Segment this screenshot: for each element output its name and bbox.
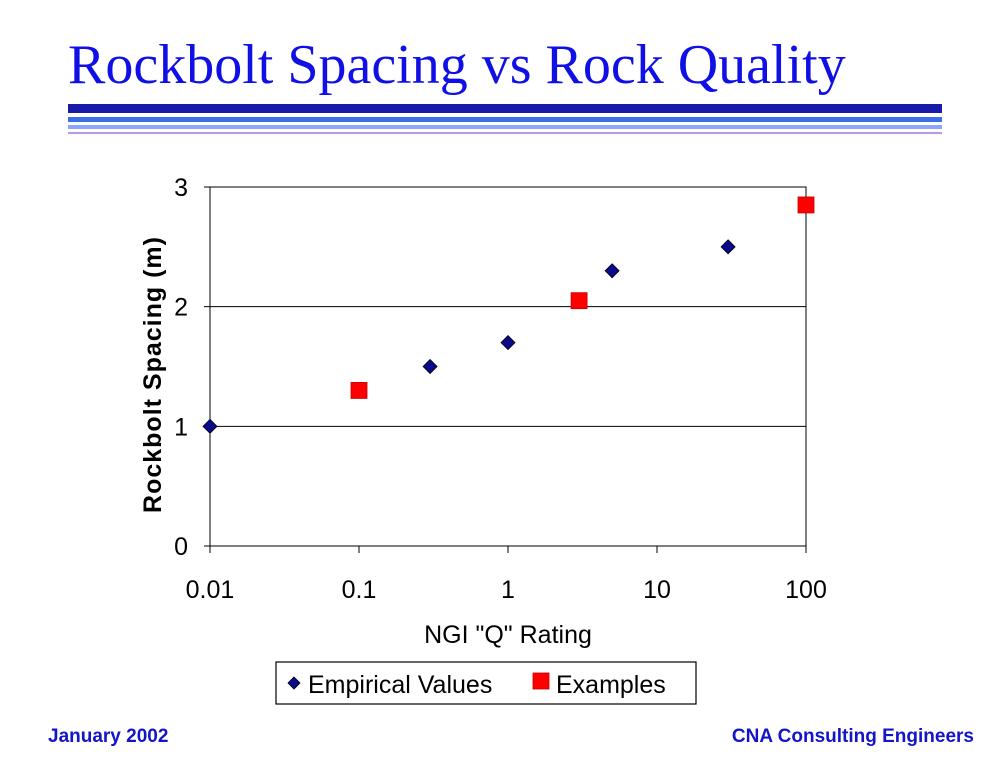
data-point-empirical bbox=[604, 263, 620, 279]
slide-title: Rockbolt Spacing vs Rock Quality bbox=[68, 34, 846, 96]
legend-label-empirical: Empirical Values bbox=[308, 671, 492, 699]
y-tick-label: 3 bbox=[174, 174, 188, 202]
x-axis-label: NGI "Q" Rating bbox=[424, 621, 592, 649]
x-tick-label: 100 bbox=[785, 576, 827, 604]
y-axis-label: Rockbolt Spacing (m) bbox=[139, 236, 167, 513]
data-point-example bbox=[570, 292, 588, 310]
title-underline-rules bbox=[68, 104, 942, 140]
x-tick-label: 1 bbox=[501, 576, 515, 604]
x-tick-label: 0.1 bbox=[342, 576, 377, 604]
y-tick-label: 2 bbox=[174, 294, 188, 322]
legend-marker-examples bbox=[532, 672, 550, 690]
data-point-empirical bbox=[202, 418, 218, 434]
plot-area-frame bbox=[209, 186, 807, 547]
data-point-empirical bbox=[500, 335, 516, 351]
rule-dark bbox=[68, 104, 942, 113]
data-point-empirical bbox=[422, 358, 438, 375]
rule-lavender bbox=[68, 132, 942, 134]
legend-label-examples: Examples bbox=[556, 671, 666, 699]
x-tick-label: 0.01 bbox=[186, 576, 235, 604]
y-tick-label: 1 bbox=[174, 413, 188, 441]
legend-marker-empirical bbox=[287, 676, 301, 690]
y-tick-label: 0 bbox=[174, 533, 188, 561]
x-tick-label: 10 bbox=[643, 576, 671, 604]
footer-date: January 2002 bbox=[48, 726, 169, 747]
data-point-example bbox=[797, 196, 815, 214]
data-point-example bbox=[350, 382, 368, 399]
footer-company: CNA Consulting Engineers bbox=[731, 726, 974, 747]
rule-light bbox=[68, 125, 942, 129]
data-point-empirical bbox=[720, 239, 736, 255]
rule-mid bbox=[68, 117, 942, 122]
legend-box bbox=[275, 661, 697, 705]
